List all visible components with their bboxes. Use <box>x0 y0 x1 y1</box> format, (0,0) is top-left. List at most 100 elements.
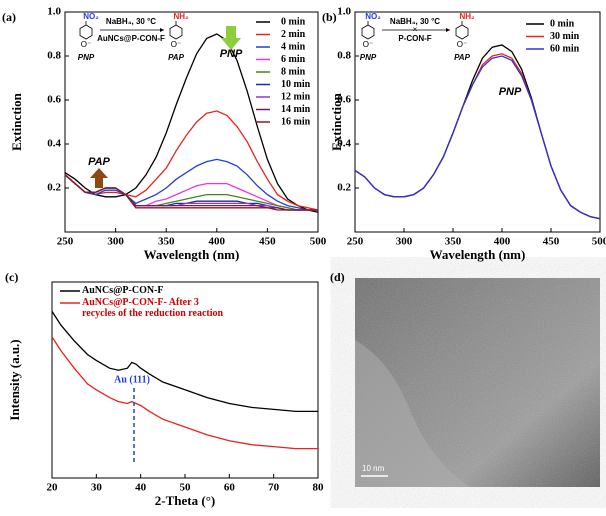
y-tick-label: 0.4 <box>47 138 61 150</box>
reagent: NaBH₄, 30 °C <box>106 17 156 26</box>
catalyst: P-CON-F <box>398 34 431 43</box>
product-name: PAP <box>168 53 185 62</box>
x-tick-label: 250 <box>347 236 364 248</box>
series-line <box>354 55 601 220</box>
y-axis-label: Extinction <box>9 92 24 151</box>
series-line <box>64 110 319 211</box>
peak-label: PNP <box>499 86 522 98</box>
x-tick-label: 400 <box>209 236 226 248</box>
anion: O⁻ <box>171 40 181 49</box>
scale-bar-label: 10 nm <box>362 464 385 473</box>
y-tick-label: 1.0 <box>337 6 351 18</box>
decrease-arrow <box>221 26 241 50</box>
benzene-ring <box>455 24 469 40</box>
legend-label: 0 min <box>281 16 306 27</box>
tem-panel: 10 nm (d) <box>330 270 600 487</box>
x-axis-label: 2-Theta (°) <box>155 493 215 508</box>
x-tick-label: 30 <box>91 482 103 494</box>
x-tick-label: 450 <box>543 236 560 248</box>
legend-label: 2 min <box>281 29 306 40</box>
reactant-group: NO₂ <box>83 12 99 21</box>
legend-label: 30 min <box>550 31 580 42</box>
x-tick-label: 400 <box>494 236 511 248</box>
legend-box: AuNCs@P-CON-F- After 3 recycles of the r… <box>82 297 224 319</box>
tem-region <box>355 340 470 487</box>
x-tick-label: 350 <box>158 236 175 248</box>
x-tick-label: 300 <box>107 236 124 248</box>
series-line <box>64 33 319 213</box>
x-tick-label: 50 <box>180 482 192 494</box>
x-axis-label: Wavelength (nm) <box>144 247 240 262</box>
series-line <box>354 44 601 220</box>
legend-label: 0 min <box>550 18 575 29</box>
reactant-group: NO₂ <box>365 12 381 21</box>
legend-label: 60 min <box>550 43 580 54</box>
y-tick-label: 0.6 <box>337 94 351 106</box>
x-tick-label: 40 <box>135 482 147 494</box>
series-line <box>64 158 318 211</box>
series-line <box>51 336 318 450</box>
x-tick-label: 60 <box>224 482 236 494</box>
annotation: Au (111) <box>114 374 150 385</box>
y-tick-label: 0.2 <box>47 182 61 194</box>
x-tick-label: 350 <box>445 236 462 248</box>
product-group: NH₂ <box>173 12 189 21</box>
panel-label: (a) <box>2 10 16 24</box>
panel-label: (b) <box>322 10 337 24</box>
x-tick-label: 300 <box>396 236 413 248</box>
benzene-ring <box>169 24 183 40</box>
legend-label: AuNCs@P-CON-F <box>82 285 164 296</box>
benzene-ring <box>79 24 93 40</box>
y-tick-label: 0.4 <box>337 138 351 150</box>
plot-frame <box>354 11 601 233</box>
y-tick-label: 0.6 <box>47 94 61 106</box>
x-tick-label: 250 <box>57 236 74 248</box>
legend-label: 14 min <box>281 104 311 115</box>
legend-label: 12 min <box>281 91 311 102</box>
benzene-ring <box>361 24 375 40</box>
peak-label: PNP <box>220 48 243 60</box>
legend-box: AuNCs@P-CON-F <box>82 285 164 296</box>
panel: (c) 20 30 40 50 60 70 80 2-Theta (°) Intensity (a… <box>5 270 324 508</box>
plot-frame <box>64 11 319 233</box>
product-name: PAP <box>454 53 471 62</box>
anion: O⁻ <box>363 40 373 49</box>
panel: (a) 250 300 350 400 450 500 0.2 0.4 0.6 0.8 1.0 Wave… <box>2 6 327 262</box>
y-tick-label: 1.0 <box>47 6 61 18</box>
x-tick-label: 500 <box>592 236 606 248</box>
reagent: NaBH₄, 30 °C <box>390 17 440 26</box>
reactant-name: PNP <box>78 53 95 62</box>
series-line <box>51 311 318 413</box>
x-tick-label: 500 <box>310 236 327 248</box>
legend-label: AuNCs@P-CON-F- After 3 recycles of the r… <box>82 297 224 319</box>
x-tick-label: 80 <box>313 482 325 494</box>
legend-label: 10 min <box>281 79 311 90</box>
product-group: NH₂ <box>459 12 475 21</box>
y-tick-label: 0.8 <box>47 50 61 62</box>
peak-label: PAP <box>88 156 110 168</box>
arrow-head <box>160 28 164 32</box>
y-tick-label: 0.2 <box>337 182 351 194</box>
catalyst: AuNCs@P-CON-F <box>97 34 165 43</box>
legend-label: 16 min <box>281 116 311 127</box>
panel-label: (c) <box>5 270 18 284</box>
increase-arrow <box>90 168 108 188</box>
panel: (b) 250 300 350 400 450 500 0.2 0.4 0.6 0.8 1.0 Wave… <box>322 6 606 262</box>
series-line <box>64 174 318 211</box>
anion: O⁻ <box>457 40 467 49</box>
x-axis-label: Wavelength (nm) <box>430 247 526 262</box>
legend-label: 6 min <box>281 54 306 65</box>
arrow-head <box>446 28 450 32</box>
x-tick-label: 70 <box>268 482 280 494</box>
anion: O⁻ <box>81 40 91 49</box>
y-tick-label: 0.8 <box>337 50 351 62</box>
x-tick-label: 20 <box>47 482 59 494</box>
blocked-mark: × <box>413 25 418 34</box>
panel-label: (d) <box>330 270 345 284</box>
legend-label: 8 min <box>281 66 306 77</box>
x-tick-label: 450 <box>259 236 276 248</box>
reactant-name: PNP <box>360 53 377 62</box>
y-axis-label: Extinction <box>329 92 344 151</box>
y-axis-label: Intensity (a.u.) <box>7 339 22 420</box>
